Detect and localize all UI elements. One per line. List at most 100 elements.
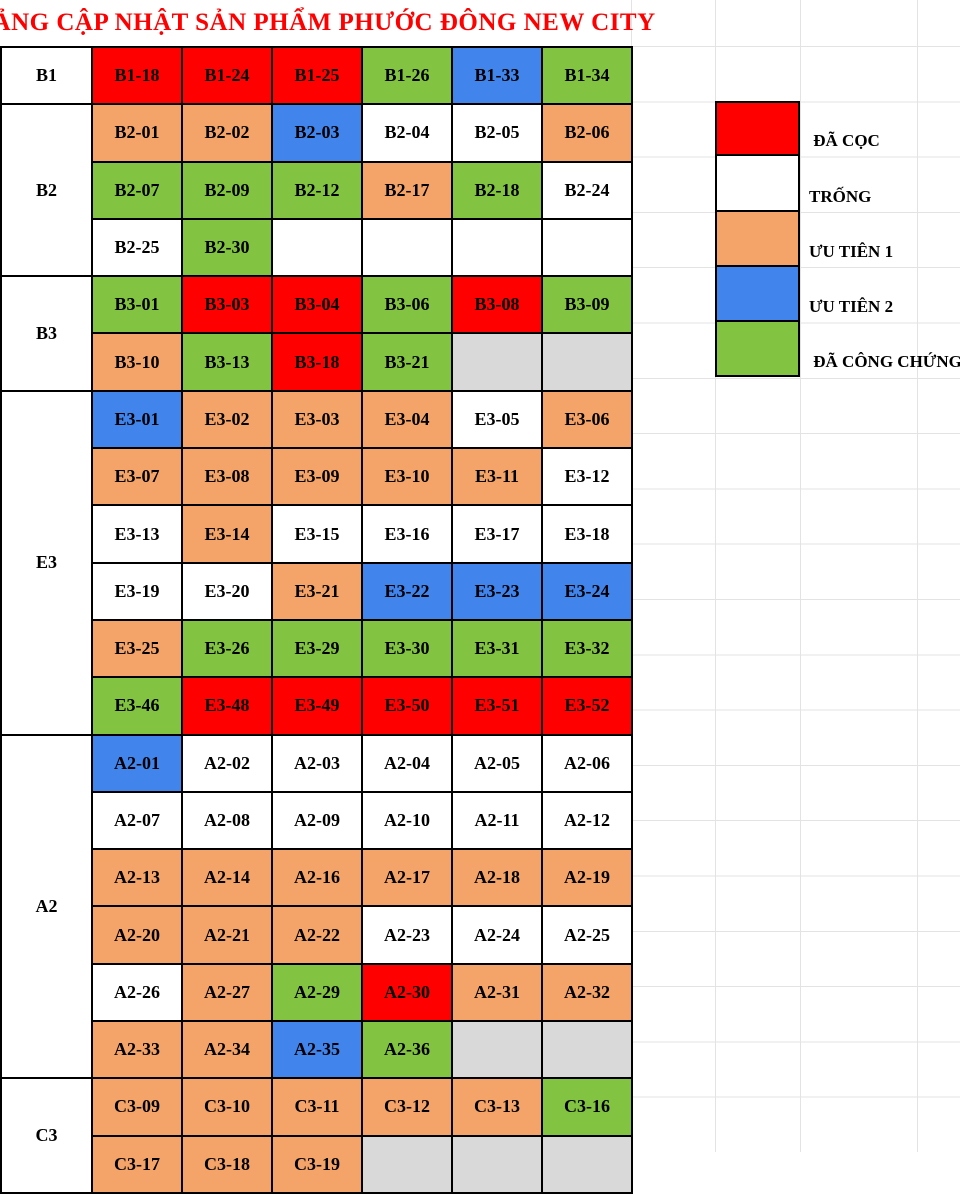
lot-cell-e3-18[interactable]: E3-18	[541, 504, 633, 564]
lot-cell-a2-25[interactable]: A2-25	[541, 905, 633, 965]
lot-cell-b1-26[interactable]: B1-26	[361, 45, 453, 106]
lot-cell-a2-23[interactable]: A2-23	[361, 905, 453, 965]
lot-cell-e3-24[interactable]: E3-24	[541, 561, 633, 621]
lot-cell-b3-03[interactable]: B3-03	[181, 275, 273, 335]
lot-cell-c3-19[interactable]: C3-19	[271, 1134, 363, 1194]
lot-cell-e3-08[interactable]: E3-08	[181, 447, 273, 507]
lot-cell-b1-34[interactable]: B1-34	[541, 45, 633, 106]
lot-cell-a2-24[interactable]: A2-24	[451, 905, 543, 965]
lot-cell-b2-24[interactable]: B2-24	[541, 160, 633, 220]
lot-cell-a2-11[interactable]: A2-11	[451, 790, 543, 851]
lot-cell-e3-19[interactable]: E3-19	[91, 561, 183, 621]
lot-cell-e3-20[interactable]: E3-20	[181, 561, 273, 621]
lot-cell-e3-13[interactable]: E3-13	[91, 504, 183, 564]
lot-cell-b3-08[interactable]: B3-08	[451, 275, 543, 335]
lot-cell-b1-33[interactable]: B1-33	[451, 45, 543, 106]
lot-cell-a2-32[interactable]: A2-32	[541, 962, 633, 1023]
lot-cell-e3-07[interactable]: E3-07	[91, 447, 183, 507]
lot-cell-e3-14[interactable]: E3-14	[181, 504, 273, 564]
lot-cell-a2-34[interactable]: A2-34	[181, 1020, 273, 1080]
group-header-a2[interactable]: A2	[0, 733, 93, 1080]
lot-cell-b2-03[interactable]: B2-03	[271, 103, 363, 163]
lot-cell-e3-12[interactable]: E3-12	[541, 447, 633, 507]
lot-cell-a2-20[interactable]: A2-20	[91, 905, 183, 965]
lot-cell-e3-31[interactable]: E3-31	[451, 618, 543, 679]
lot-cell-a2-10[interactable]: A2-10	[361, 790, 453, 851]
lot-cell-e3-50[interactable]: E3-50	[361, 676, 453, 736]
lot-cell-e3-23[interactable]: E3-23	[451, 561, 543, 621]
lot-cell-a2-07[interactable]: A2-07	[91, 790, 183, 851]
lot-cell-b3-18[interactable]: B3-18	[271, 332, 363, 392]
lot-cell-b3-04[interactable]: B3-04	[271, 275, 363, 335]
lot-cell-a2-22[interactable]: A2-22	[271, 905, 363, 965]
lot-cell-e3-48[interactable]: E3-48	[181, 676, 273, 736]
lot-cell-a2-33[interactable]: A2-33	[91, 1020, 183, 1080]
lot-cell-e3-29[interactable]: E3-29	[271, 618, 363, 679]
lot-cell-a2-12[interactable]: A2-12	[541, 790, 633, 851]
lot-cell-b2-17[interactable]: B2-17	[361, 160, 453, 220]
lot-cell-e3-09[interactable]: E3-09	[271, 447, 363, 507]
lot-cell-a2-30[interactable]: A2-30	[361, 962, 453, 1023]
lot-cell-c3-10[interactable]: C3-10	[181, 1077, 273, 1137]
lot-cell-e3-46[interactable]: E3-46	[91, 676, 183, 736]
lot-cell-a2-16[interactable]: A2-16	[271, 848, 363, 908]
group-header-c3[interactable]: C3	[0, 1077, 93, 1194]
lot-cell-a2-03[interactable]: A2-03	[271, 733, 363, 793]
lot-cell-a2-01[interactable]: A2-01	[91, 733, 183, 793]
lot-cell-c3-09[interactable]: C3-09	[91, 1077, 183, 1137]
lot-cell-b2-09[interactable]: B2-09	[181, 160, 273, 220]
lot-cell-b2-18[interactable]: B2-18	[451, 160, 543, 220]
lot-cell-c3-12[interactable]: C3-12	[361, 1077, 453, 1137]
lot-cell-a2-21[interactable]: A2-21	[181, 905, 273, 965]
lot-cell-e3-22[interactable]: E3-22	[361, 561, 453, 621]
lot-cell-a2-13[interactable]: A2-13	[91, 848, 183, 908]
lot-cell-e3-11[interactable]: E3-11	[451, 447, 543, 507]
lot-cell-a2-02[interactable]: A2-02	[181, 733, 273, 793]
lot-cell-b1-25[interactable]: B1-25	[271, 45, 363, 106]
lot-cell-b2-05[interactable]: B2-05	[451, 103, 543, 163]
lot-cell-b3-09[interactable]: B3-09	[541, 275, 633, 335]
lot-cell-e3-15[interactable]: E3-15	[271, 504, 363, 564]
lot-cell-e3-01[interactable]: E3-01	[91, 389, 183, 450]
lot-cell-a2-27[interactable]: A2-27	[181, 962, 273, 1023]
lot-cell-b3-06[interactable]: B3-06	[361, 275, 453, 335]
lot-cell-a2-14[interactable]: A2-14	[181, 848, 273, 908]
group-header-e3[interactable]: E3	[0, 389, 93, 736]
lot-cell-b2-01[interactable]: B2-01	[91, 103, 183, 163]
lot-cell-a2-09[interactable]: A2-09	[271, 790, 363, 851]
lot-cell-e3-17[interactable]: E3-17	[451, 504, 543, 564]
lot-cell-b2-12[interactable]: B2-12	[271, 160, 363, 220]
lot-cell-e3-05[interactable]: E3-05	[451, 389, 543, 450]
lot-cell-e3-10[interactable]: E3-10	[361, 447, 453, 507]
group-header-b1[interactable]: B1	[0, 45, 93, 106]
lot-cell-b2-04[interactable]: B2-04	[361, 103, 453, 163]
lot-cell-b3-21[interactable]: B3-21	[361, 332, 453, 392]
lot-cell-e3-32[interactable]: E3-32	[541, 618, 633, 679]
lot-cell-a2-31[interactable]: A2-31	[451, 962, 543, 1023]
lot-cell-b2-06[interactable]: B2-06	[541, 103, 633, 163]
lot-cell-b1-24[interactable]: B1-24	[181, 45, 273, 106]
lot-cell-e3-51[interactable]: E3-51	[451, 676, 543, 736]
lot-cell-a2-08[interactable]: A2-08	[181, 790, 273, 851]
lot-cell-e3-21[interactable]: E3-21	[271, 561, 363, 621]
lot-cell-e3-16[interactable]: E3-16	[361, 504, 453, 564]
lot-cell-c3-17[interactable]: C3-17	[91, 1134, 183, 1194]
lot-cell-e3-26[interactable]: E3-26	[181, 618, 273, 679]
lot-cell-a2-26[interactable]: A2-26	[91, 962, 183, 1023]
lot-cell-b3-01[interactable]: B3-01	[91, 275, 183, 335]
group-header-b3[interactable]: B3	[0, 275, 93, 392]
lot-cell-b1-18[interactable]: B1-18	[91, 45, 183, 106]
lot-cell-a2-05[interactable]: A2-05	[451, 733, 543, 793]
lot-cell-a2-18[interactable]: A2-18	[451, 848, 543, 908]
lot-cell-e3-02[interactable]: E3-02	[181, 389, 273, 450]
lot-cell-a2-35[interactable]: A2-35	[271, 1020, 363, 1080]
lot-cell-e3-30[interactable]: E3-30	[361, 618, 453, 679]
lot-cell-e3-52[interactable]: E3-52	[541, 676, 633, 736]
lot-cell-e3-25[interactable]: E3-25	[91, 618, 183, 679]
lot-cell-a2-19[interactable]: A2-19	[541, 848, 633, 908]
lot-cell-a2-29[interactable]: A2-29	[271, 962, 363, 1023]
lot-cell-c3-13[interactable]: C3-13	[451, 1077, 543, 1137]
lot-cell-c3-18[interactable]: C3-18	[181, 1134, 273, 1194]
lot-cell-c3-16[interactable]: C3-16	[541, 1077, 633, 1137]
lot-cell-e3-04[interactable]: E3-04	[361, 389, 453, 450]
